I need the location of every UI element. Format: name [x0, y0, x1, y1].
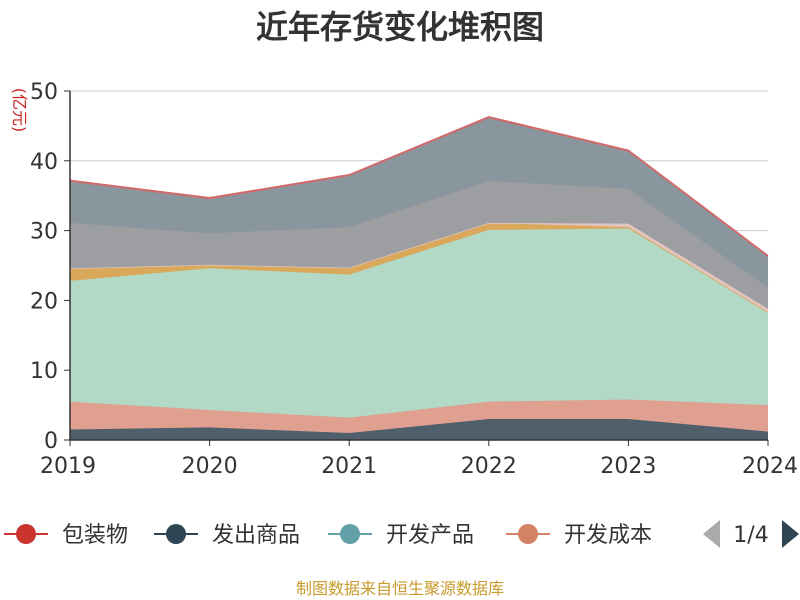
legend-label: 发出商品 — [212, 523, 300, 548]
x-tick-label: 2024 — [742, 454, 798, 479]
area-series — [70, 222, 768, 313]
legend-label: 开发产品 — [386, 523, 474, 548]
chart-title: 近年存货变化堆积图 — [256, 8, 544, 46]
y-axis-unit: (亿元) — [10, 88, 29, 133]
legend-item[interactable]: 包装物 — [4, 523, 128, 548]
legend-item[interactable]: 开发成本 — [506, 523, 652, 548]
y-tick-label: 40 — [30, 150, 58, 175]
y-tick-label: 0 — [44, 429, 58, 454]
legend-next-icon[interactable] — [782, 520, 799, 548]
y-ticks: 0 10 20 30 40 50 — [30, 80, 70, 454]
legend-item[interactable]: 发出商品 — [154, 523, 300, 548]
area-series — [70, 228, 768, 418]
area-series — [70, 181, 768, 309]
y-tick-label: 20 — [30, 289, 58, 314]
legend-label: 包装物 — [62, 523, 128, 548]
y-axis-unit-text: 亿元 — [10, 94, 29, 126]
y-tick-label: 30 — [30, 220, 58, 245]
legend-marker — [340, 524, 360, 544]
source-footer: 制图数据来自恒生聚源数据库 — [296, 579, 504, 598]
x-tick-label: 2019 — [40, 454, 96, 479]
area-series — [70, 118, 768, 288]
legend-prev-icon[interactable] — [703, 520, 720, 548]
x-tick-label: 2020 — [182, 454, 238, 479]
legend[interactable]: 包装物 发出商品 开发产品 开发成本 1/4 — [4, 520, 799, 548]
legend-label: 开发成本 — [564, 523, 652, 548]
x-tick-label: 2023 — [600, 454, 656, 479]
x-tick-label: 2022 — [461, 454, 517, 479]
area-series — [70, 419, 768, 440]
axes — [69, 91, 768, 441]
y-tick-label: 10 — [30, 359, 58, 384]
area-series — [70, 399, 768, 434]
y-tick-label: 50 — [30, 80, 58, 105]
stacked-areas — [69, 116, 769, 440]
svg-text:(亿元): (亿元) — [10, 88, 29, 133]
x-tick-label: 2021 — [321, 454, 377, 479]
legend-marker — [16, 524, 36, 544]
legend-marker — [518, 524, 538, 544]
legend-page-indicator: 1/4 — [733, 523, 768, 548]
area-series-line — [69, 116, 769, 257]
x-ticks: 2019 2020 2021 2022 2023 2024 — [40, 440, 798, 479]
legend-marker — [166, 524, 186, 544]
legend-item[interactable]: 开发产品 — [328, 523, 474, 548]
